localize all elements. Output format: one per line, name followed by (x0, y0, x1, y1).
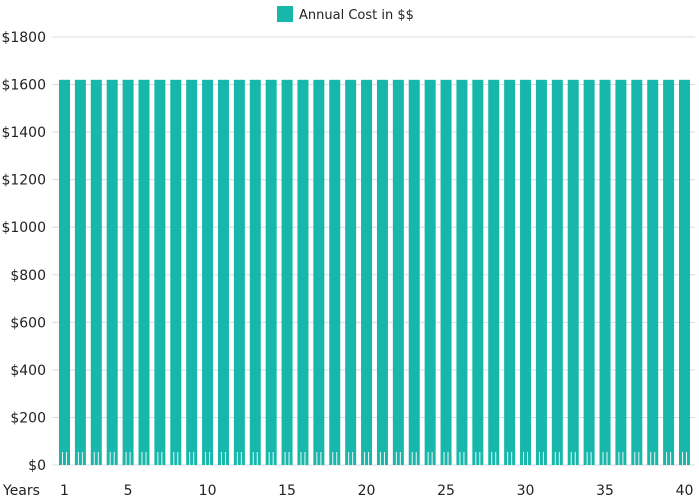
bar-year-20 (361, 79, 373, 466)
bar-year-27 (472, 79, 484, 466)
bar-year-6 (138, 79, 150, 466)
bar-year-40 (679, 79, 690, 466)
y-tick-label: $800 (10, 268, 46, 284)
bar-year-4 (106, 79, 118, 466)
y-tick-label: $600 (10, 315, 46, 331)
x-tick-label: 40 (676, 483, 694, 499)
bar-year-18 (329, 79, 341, 466)
bar-year-17 (313, 79, 325, 466)
bar-year-38 (647, 79, 659, 466)
bar-year-32 (551, 79, 563, 466)
bar-year-8 (170, 79, 182, 466)
bar-year-36 (615, 79, 627, 466)
bar-year-33 (567, 79, 579, 466)
bar-year-39 (663, 79, 675, 466)
y-tick-label: $1800 (1, 30, 46, 46)
bar-year-21 (376, 79, 388, 466)
y-tick-label: $1600 (1, 78, 46, 94)
bar-year-1 (59, 79, 70, 466)
bar-year-28 (488, 79, 500, 466)
bar-year-19 (345, 79, 357, 466)
bar-year-9 (186, 79, 198, 466)
bar-year-25 (440, 79, 452, 466)
bar-year-13 (249, 79, 261, 466)
bar-year-22 (392, 79, 404, 466)
bar-year-37 (631, 79, 643, 466)
y-tick-label: $400 (10, 363, 46, 379)
x-tick-label: 30 (517, 483, 535, 499)
bar-year-26 (456, 79, 468, 466)
y-tick-label: $0 (28, 458, 46, 474)
bar-year-11 (217, 79, 229, 466)
bar-year-14 (265, 79, 277, 466)
bar-year-16 (297, 79, 309, 466)
bar-year-30 (520, 79, 532, 466)
y-tick-label: $1400 (1, 125, 46, 141)
y-tick-label: $1200 (1, 173, 46, 189)
bar-year-7 (154, 79, 166, 466)
x-tick-label: 35 (596, 483, 614, 499)
bar-year-15 (281, 79, 293, 466)
x-axis-title: Years (2, 483, 40, 499)
bar-year-5 (122, 79, 134, 466)
bar-year-3 (90, 79, 102, 466)
legend-label: Annual Cost in $$ (299, 8, 414, 23)
bar-year-35 (599, 79, 611, 466)
x-tick-label: 20 (358, 483, 376, 499)
bar-year-10 (202, 79, 214, 466)
bar-year-23 (408, 79, 420, 466)
bar-year-29 (504, 79, 516, 466)
x-tick-label: 5 (124, 483, 133, 499)
x-tick-label: 25 (437, 483, 455, 499)
legend-swatch (277, 6, 293, 22)
bar-year-24 (424, 79, 436, 466)
bar-year-31 (535, 79, 547, 466)
legend: Annual Cost in $$ (277, 6, 414, 23)
x-tick-label: 1 (60, 483, 69, 499)
y-tick-label: $200 (10, 410, 46, 426)
x-tick-label: 10 (199, 483, 217, 499)
bar-year-12 (233, 79, 245, 466)
x-axis-ticks: Years 1 5 10 15 20 25 30 35 40 (2, 483, 693, 499)
bar-year-34 (583, 79, 595, 466)
y-axis-ticks: $0 $200 $400 $600 $800 $1000 $1200 $1400 $1600 $1… (1, 30, 46, 474)
bars (59, 79, 690, 466)
x-tick-label: 15 (278, 483, 296, 499)
y-tick-label: $1000 (1, 220, 46, 236)
bar-year-2 (74, 79, 86, 466)
